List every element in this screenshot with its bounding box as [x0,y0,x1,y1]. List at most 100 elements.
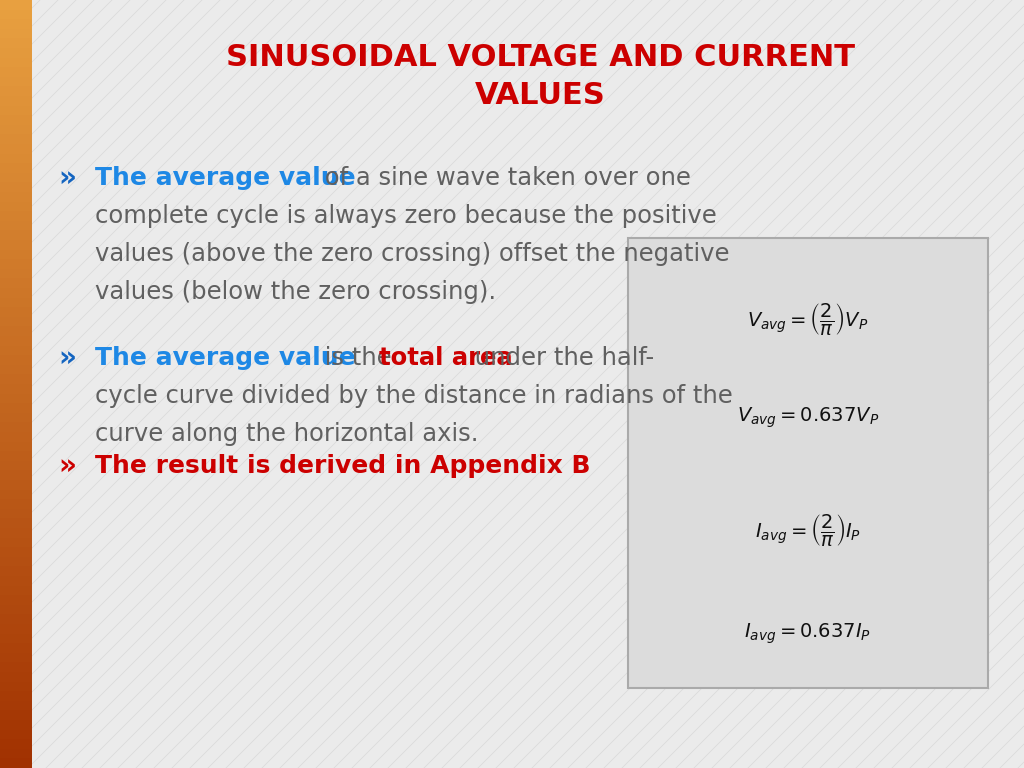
Bar [0,154,32,164]
Bar [0,739,32,750]
Bar [0,202,32,212]
Bar [0,595,32,606]
Text: $V_{avg} = \left(\dfrac{2}{\pi}\right)V_P$: $V_{avg} = \left(\dfrac{2}{\pi}\right)V_… [748,301,868,337]
Bar [0,326,32,337]
Bar [0,240,32,250]
Bar [0,192,32,203]
Bar [0,336,32,346]
Bar [0,279,32,289]
Bar [0,422,32,433]
Bar [0,681,32,692]
Bar [0,221,32,231]
Bar [0,269,32,280]
Bar [0,87,32,97]
Bar [0,720,32,730]
Text: VALUES: VALUES [475,81,605,111]
Bar [0,124,32,135]
Bar [0,211,32,222]
Bar [0,260,32,270]
Bar [0,19,32,30]
Bar [0,518,32,529]
Bar [0,288,32,299]
Text: SINUSOIDAL VOLTAGE AND CURRENT: SINUSOIDAL VOLTAGE AND CURRENT [225,44,854,72]
Bar [0,624,32,634]
Bar [0,316,32,327]
Bar [0,346,32,356]
Bar [0,183,32,193]
Text: »: » [58,164,76,192]
Text: complete cycle is always zero because the positive: complete cycle is always zero because th… [95,204,717,228]
Bar [0,96,32,107]
Bar [0,605,32,615]
Bar [0,663,32,673]
Text: values (above the zero crossing) offset the negative: values (above the zero crossing) offset … [95,242,729,266]
Text: $I_{avg} = \left(\dfrac{2}{\pi}\right)I_P$: $I_{avg} = \left(\dfrac{2}{\pi}\right)I_… [755,512,861,548]
Text: total area: total area [379,346,513,370]
Bar [0,538,32,548]
Bar [0,106,32,116]
Bar [0,576,32,587]
Bar [0,10,32,20]
Bar [0,653,32,664]
Bar [0,307,32,318]
Bar [0,298,32,308]
Bar [0,672,32,683]
Text: The average value: The average value [95,346,355,370]
Bar [0,490,32,500]
Bar [0,432,32,442]
Bar [0,759,32,768]
Bar [0,413,32,423]
Bar [0,250,32,260]
Bar [0,614,32,625]
Bar [0,470,32,481]
Text: »: » [58,452,76,480]
Text: The result is derived in Appendix B: The result is derived in Appendix B [95,454,591,478]
Bar [0,442,32,452]
Bar [0,528,32,538]
Bar [0,115,32,126]
Text: values (below the zero crossing).: values (below the zero crossing). [95,280,496,304]
Bar [0,452,32,462]
Bar [0,749,32,760]
Bar [0,644,32,654]
Text: $V_{avg} = 0.637V_P$: $V_{avg} = 0.637V_P$ [737,406,880,430]
Bar [0,548,32,558]
Bar [0,567,32,577]
Bar [0,691,32,702]
Bar [0,508,32,519]
Bar [0,28,32,39]
Bar [0,634,32,644]
Bar [0,384,32,395]
Bar [0,68,32,78]
FancyBboxPatch shape [628,238,988,688]
Bar [0,403,32,414]
Text: cycle curve divided by the distance in radians of the: cycle curve divided by the distance in r… [95,384,733,408]
Bar [0,700,32,711]
Bar [0,173,32,184]
Bar [0,356,32,366]
Bar [0,730,32,740]
Bar [0,77,32,88]
Bar [0,710,32,721]
Bar [0,48,32,58]
Bar [0,144,32,154]
Bar [0,134,32,145]
Text: curve along the horizontal axis.: curve along the horizontal axis. [95,422,478,446]
Bar [0,164,32,174]
Bar [0,585,32,596]
Bar [0,480,32,491]
Bar [0,375,32,385]
Bar [0,393,32,404]
Bar [0,557,32,568]
Bar [0,461,32,472]
Bar [0,499,32,510]
Text: under the half-: under the half- [467,346,654,370]
Text: of a sine wave taken over one: of a sine wave taken over one [317,166,691,190]
Text: is the: is the [317,346,399,370]
Bar [0,38,32,49]
Bar [0,58,32,68]
Bar [0,365,32,376]
Text: The average value: The average value [95,166,355,190]
Text: $I_{avg} = 0.637I_P$: $I_{avg} = 0.637I_P$ [744,622,871,646]
Bar [0,230,32,241]
